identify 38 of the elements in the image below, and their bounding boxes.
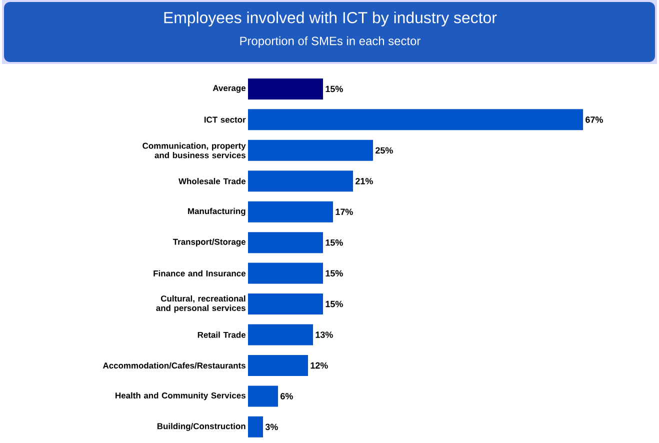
y-tick-label: Manufacturing: [188, 208, 246, 216]
bar: [248, 262, 324, 284]
data-label: 15%: [326, 239, 343, 246]
chart-title: Employees involved with ICT by industry sector: [164, 12, 497, 26]
y-tick-label: Cultural, recreational and personal services: [156, 295, 246, 313]
y-tick-label: ICT sector: [204, 116, 246, 123]
bar: [248, 232, 324, 254]
bar: [248, 140, 374, 161]
bar: [248, 416, 264, 438]
data-label: 25%: [376, 147, 393, 154]
data-label: 13%: [316, 332, 333, 338]
bar: [248, 294, 324, 315]
data-label: 6%: [280, 393, 293, 400]
bar: [248, 201, 334, 222]
bar: [248, 324, 314, 346]
bar: [248, 354, 308, 376]
y-tick-label: Accommodation/Cafes/Restaurants: [102, 362, 246, 369]
data-label: 15%: [326, 270, 343, 276]
bar: [248, 109, 584, 130]
data-label: 21%: [356, 178, 373, 184]
data-label: 17%: [336, 208, 353, 215]
y-tick-label: Retail Trade: [198, 332, 246, 338]
y-tick-label: Transport/Storage: [172, 238, 246, 247]
y-tick-label: Building/Construction: [157, 422, 246, 431]
data-label: 67%: [586, 116, 603, 123]
y-tick-label: Finance and Insurance: [154, 270, 246, 276]
y-tick-label: Communication, property and business services: [142, 142, 246, 158]
bar: [248, 170, 354, 192]
y-tick-label: Wholesale Trade: [178, 178, 246, 184]
y-tick-label: Health and Community Services: [116, 392, 246, 400]
bar: [248, 386, 278, 407]
data-label: 15%: [326, 300, 343, 308]
data-label: 3%: [265, 424, 278, 430]
data-label: 12%: [310, 362, 328, 369]
chart-subtitle: Proportion of SMEs in each sector: [240, 36, 420, 48]
data-label: 15%: [326, 86, 343, 92]
y-tick-label: Average: [212, 85, 246, 93]
bar: [248, 78, 324, 100]
